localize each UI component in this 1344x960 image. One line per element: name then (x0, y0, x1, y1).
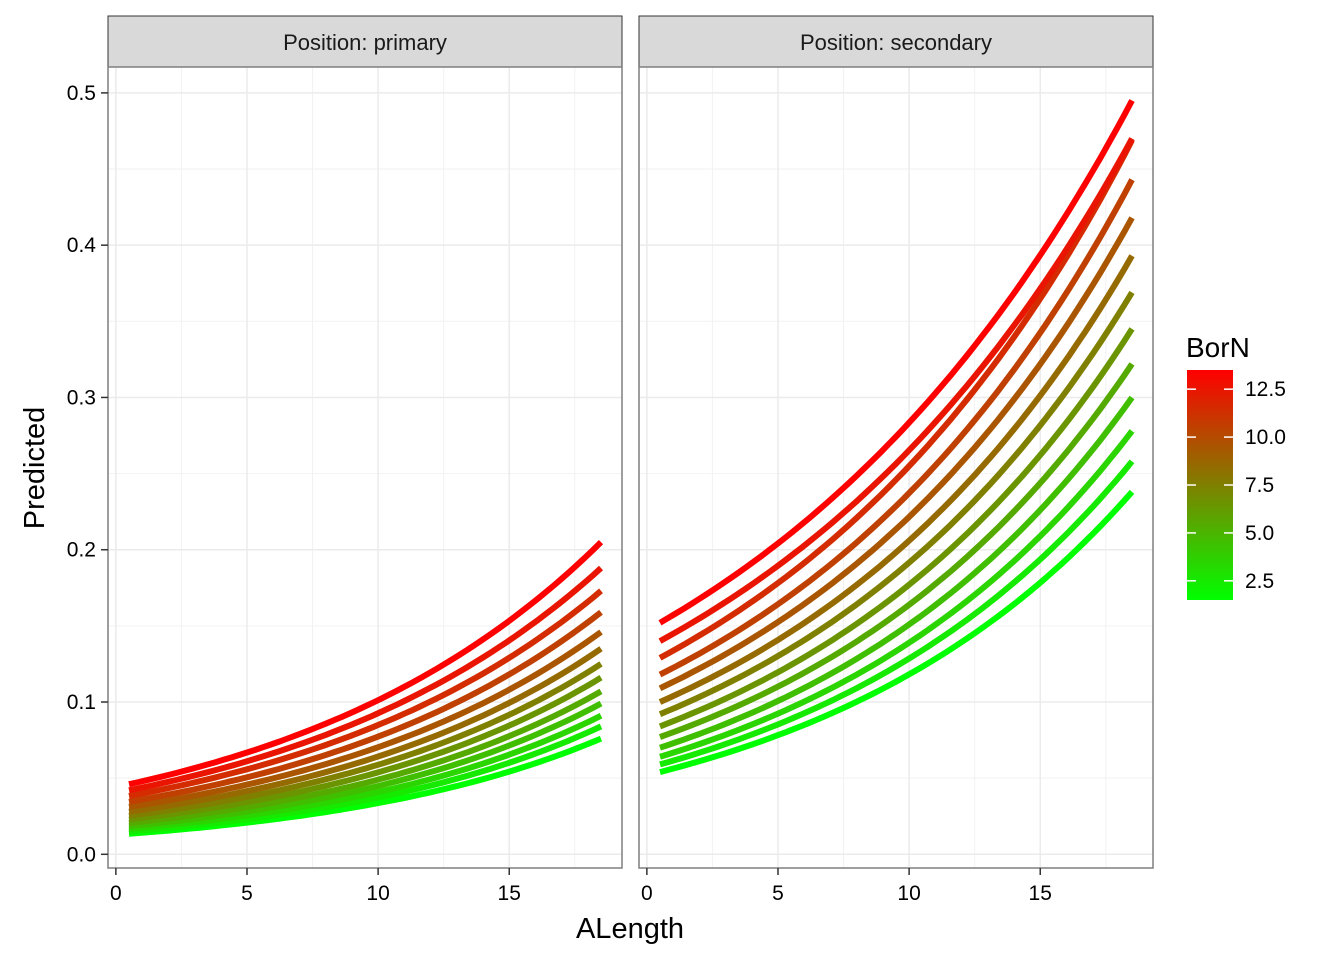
x-axis-title: ALength (576, 913, 684, 945)
strip-label-primary: Position: primary (283, 30, 447, 55)
y-tick-label: 0.1 (67, 691, 96, 714)
series-line-born-11.5 (128, 588, 603, 799)
x-tick-label: 10 (366, 882, 389, 905)
series-line-born-5.5 (658, 362, 1135, 740)
legend-title: BorN (1186, 332, 1250, 363)
series-line-born-7.5 (658, 290, 1135, 717)
series-line-born-7.5 (128, 661, 603, 819)
series-line-born-10.5 (128, 609, 603, 805)
series-line-born-13.5 (658, 99, 1135, 626)
x-axis-ticks: 0 5 10 15 (641, 868, 1052, 905)
strip-label-secondary: Position: secondary (800, 30, 992, 55)
y-tick-label: 0.3 (67, 386, 96, 409)
grid-lines (639, 67, 1153, 868)
legend-label: 10.0 (1245, 426, 1286, 449)
y-tick-label: 0.4 (67, 234, 97, 257)
series-line-born-8.5 (658, 254, 1135, 705)
legend-ticks: 2.5 5.0 7.5 10.0 12.5 (1187, 378, 1286, 593)
series-line-born-3.5 (659, 429, 1135, 760)
y-tick-label: 0.0 (67, 843, 96, 866)
facet-panel-secondary: Position: secondary 0 5 10 15 (638, 15, 1154, 905)
series-line-born-2.5 (128, 723, 603, 835)
x-tick-label: 5 (772, 882, 784, 905)
legend-label: 5.0 (1245, 522, 1274, 545)
series-line-born-6.5 (128, 675, 603, 823)
series-line-born-4.5 (659, 395, 1135, 751)
series-lines (658, 99, 1135, 775)
panel-border (638, 66, 1154, 869)
legend-label: 12.5 (1245, 378, 1286, 401)
x-tick-label: 15 (1029, 882, 1052, 905)
series-line-born-12.5 (658, 137, 1135, 644)
series-line-born-4.5 (128, 700, 603, 830)
y-tick-label: 0.2 (67, 539, 96, 562)
series-line-born-8.5 (128, 646, 603, 815)
legend-label: 7.5 (1245, 474, 1274, 497)
series-line-born-5.5 (128, 688, 603, 827)
series-line-born-9.5 (128, 629, 603, 810)
series-line-born-6.5 (658, 327, 1135, 730)
x-tick-label: 15 (498, 882, 521, 905)
series-line-born-13.5 (128, 539, 604, 788)
series-line-born-11.5 (658, 138, 1135, 661)
series-line-born-10.5 (658, 178, 1135, 678)
x-tick-label: 10 (897, 882, 920, 905)
series-line-born-1.5 (659, 489, 1135, 775)
series-line-born-12.5 (128, 565, 604, 794)
color-legend: BorN 2.5 5.0 7.5 10.0 12.5 (1186, 332, 1286, 600)
legend-label: 2.5 (1245, 570, 1274, 593)
series-lines (128, 539, 604, 837)
series-line-born-3.5 (128, 713, 603, 832)
strip-background (638, 15, 1154, 68)
x-tick-label: 0 (110, 882, 122, 905)
series-line-born-2.5 (659, 459, 1135, 768)
panel-border (107, 66, 623, 869)
x-tick-label: 5 (241, 882, 253, 905)
series-line-born-9.5 (658, 216, 1135, 691)
y-tick-label: 0.5 (67, 82, 96, 105)
x-tick-label: 0 (641, 882, 653, 905)
y-axis-ticks: 0.0 0.1 0.2 0.3 0.4 0.5 (67, 82, 108, 866)
strip-background (107, 15, 623, 68)
y-axis-title: Predicted (19, 407, 51, 530)
facet-panel-primary: Position: primary 0.0 0.1 0.2 0.3 0.4 0.5 0 5 1… (67, 15, 623, 905)
x-axis-ticks: 0 5 10 15 (110, 868, 521, 905)
